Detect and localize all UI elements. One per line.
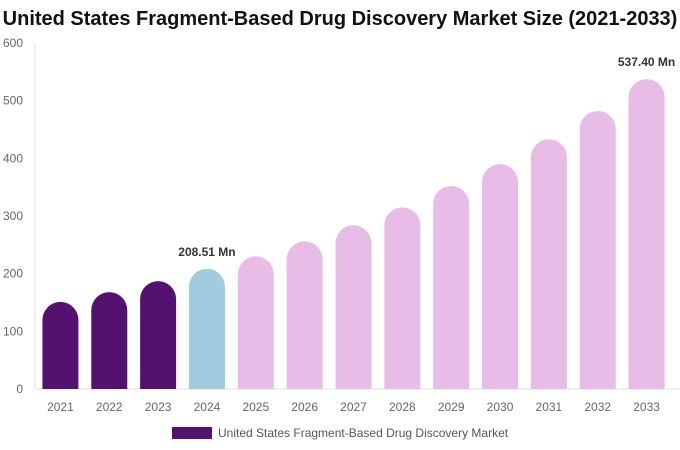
x-tick-label: 2024 <box>194 400 221 414</box>
y-tick-label: 0 <box>16 382 23 396</box>
y-tick-label: 500 <box>3 94 23 108</box>
bar-2024 <box>188 268 225 389</box>
x-tick-label: 2029 <box>438 400 465 414</box>
bar-2025 <box>237 256 274 389</box>
bar-2030 <box>482 164 519 389</box>
x-tick-label: 2021 <box>47 400 74 414</box>
x-tick-label: 2033 <box>633 400 660 414</box>
bar-2021 <box>42 301 79 389</box>
x-tick-label: 2030 <box>487 400 514 414</box>
y-tick-label: 300 <box>3 209 23 223</box>
legend: United States Fragment-Based Drug Discov… <box>172 426 508 440</box>
data-label-2024: 208.51 Mn <box>178 245 235 259</box>
bar-2022 <box>91 292 128 389</box>
x-tick-label: 2031 <box>536 400 563 414</box>
legend-swatch <box>172 427 212 439</box>
y-tick-label: 600 <box>3 36 23 50</box>
bar-2031 <box>530 139 567 389</box>
bar-2028 <box>384 207 421 389</box>
y-tick-label: 400 <box>3 151 23 165</box>
bar-2027 <box>335 225 372 389</box>
bar-2033 <box>628 79 665 390</box>
legend-label: United States Fragment-Based Drug Discov… <box>218 426 509 440</box>
x-tick-label: 2022 <box>96 400 123 414</box>
bar-2026 <box>286 241 323 389</box>
x-tick-label: 2027 <box>340 400 367 414</box>
x-tick-label: 2028 <box>389 400 416 414</box>
x-tick-label: 2026 <box>291 400 318 414</box>
y-tick-label: 100 <box>3 324 23 338</box>
data-label-2033: 537.40 Mn <box>618 55 675 69</box>
bar-2023 <box>140 281 177 389</box>
chart-title: United States Fragment-Based Drug Discov… <box>2 8 678 30</box>
x-tick-label: 2025 <box>242 400 269 414</box>
x-tick-label: 2032 <box>584 400 611 414</box>
bar-2032 <box>579 111 616 389</box>
y-tick-label: 200 <box>3 267 23 281</box>
bar-2029 <box>433 186 470 389</box>
x-tick-label: 2023 <box>145 400 172 414</box>
